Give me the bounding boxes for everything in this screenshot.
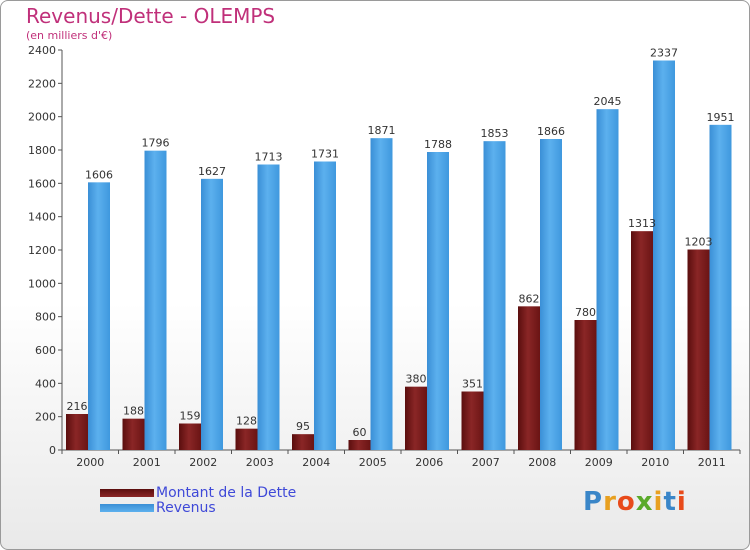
bar-dette: [405, 386, 427, 450]
bar-revenus: [596, 109, 619, 451]
bar-revenus: [370, 138, 393, 450]
y-tick-label: 1600: [28, 177, 56, 190]
x-tick-label: 2004: [302, 456, 330, 469]
data-label-revenus: 1788: [424, 138, 452, 151]
x-tick-label: 2011: [698, 456, 726, 469]
x-tick-label: 2000: [76, 456, 104, 469]
bar-dette: [687, 249, 710, 450]
logo-letter: t: [663, 487, 677, 517]
bar-revenus: [427, 152, 449, 450]
chart-legend: Montant de la Dette Revenus: [100, 486, 296, 516]
data-label-dette: 128: [236, 415, 257, 428]
chart-title: Revenus/Dette - OLEMPS: [26, 4, 276, 28]
data-label-revenus: 1606: [85, 168, 113, 181]
x-tick-label: 2009: [585, 456, 613, 469]
y-tick-label: 1000: [28, 277, 56, 290]
bar-revenus: [540, 139, 562, 450]
bar-dette: [461, 391, 484, 450]
y-tick-label: 400: [35, 377, 56, 390]
bar-revenus: [709, 124, 732, 450]
data-label-dette: 1313: [628, 217, 656, 230]
chart-subtitle: (en milliers d'€): [26, 29, 113, 42]
data-label-dette: 1203: [685, 236, 713, 249]
data-label-dette: 60: [353, 426, 367, 439]
data-label-revenus: 1951: [707, 111, 735, 124]
legend-item-revenus: Revenus: [100, 501, 296, 516]
data-label-dette: 216: [67, 400, 88, 413]
x-tick-label: 2003: [246, 456, 274, 469]
legend-swatch-dette: [100, 489, 154, 497]
bar-dette: [631, 231, 653, 450]
logo-letter: P: [583, 487, 604, 517]
bar-dette: [292, 434, 314, 450]
bar-dette: [518, 306, 540, 450]
logo-letter: r: [603, 487, 617, 517]
data-label-revenus: 2045: [594, 95, 622, 108]
logo-letter: i: [676, 487, 687, 517]
bar-revenus: [314, 161, 336, 450]
y-tick-label: 1800: [28, 144, 56, 157]
bar-revenus: [144, 150, 167, 450]
proxiti-logo: Proxiti: [583, 487, 687, 517]
data-label-revenus: 1866: [537, 125, 565, 138]
bar-dette: [179, 423, 201, 450]
logo-letter: x: [635, 487, 654, 517]
data-label-revenus: 1713: [255, 151, 283, 164]
x-tick-label: 2002: [189, 456, 217, 469]
legend-label-dette: Montant de la Dette: [156, 485, 297, 501]
data-label-revenus: 2337: [650, 47, 678, 60]
y-tick-label: 0: [49, 444, 56, 457]
bar-revenus: [257, 164, 280, 450]
bar-dette: [235, 428, 258, 450]
y-tick-label: 200: [35, 411, 56, 424]
x-tick-label: 2010: [641, 456, 669, 469]
legend-swatch-revenus: [100, 504, 154, 512]
logo-letter: o: [616, 487, 636, 517]
data-label-revenus: 1731: [311, 148, 339, 161]
y-tick-label: 800: [35, 311, 56, 324]
data-label-dette: 188: [123, 405, 144, 418]
data-label-dette: 380: [406, 373, 427, 386]
legend-label-revenus: Revenus: [156, 500, 216, 516]
data-label-revenus: 1871: [368, 124, 396, 137]
bar-revenus: [653, 60, 675, 450]
bar-dette: [348, 440, 371, 450]
y-tick-label: 600: [35, 344, 56, 357]
bar-dette: [574, 320, 597, 450]
x-tick-label: 2007: [472, 456, 500, 469]
data-label-dette: 351: [462, 378, 483, 391]
bar-dette: [66, 414, 88, 450]
y-tick-label: 2200: [28, 77, 56, 90]
x-tick-label: 2008: [528, 456, 556, 469]
data-label-dette: 780: [575, 306, 596, 319]
y-tick-label: 1400: [28, 211, 56, 224]
data-label-dette: 159: [180, 410, 201, 423]
data-label-revenus: 1627: [198, 165, 226, 178]
x-tick-label: 2005: [359, 456, 387, 469]
bar-revenus: [483, 141, 506, 450]
data-label-dette: 862: [519, 292, 540, 305]
data-label-revenus: 1796: [142, 137, 170, 150]
x-tick-label: 2001: [133, 456, 161, 469]
y-tick-label: 2000: [28, 111, 56, 124]
legend-item-dette: Montant de la Dette: [100, 486, 296, 501]
logo-letter: i: [653, 487, 664, 517]
bar-dette: [122, 418, 145, 450]
x-tick-label: 2006: [415, 456, 443, 469]
y-tick-label: 1200: [28, 244, 56, 257]
bar-revenus: [201, 178, 223, 451]
bar-revenus: [88, 182, 110, 451]
y-tick-label: 2400: [28, 44, 56, 57]
data-label-revenus: 1853: [481, 127, 509, 140]
data-label-dette: 95: [296, 420, 310, 433]
